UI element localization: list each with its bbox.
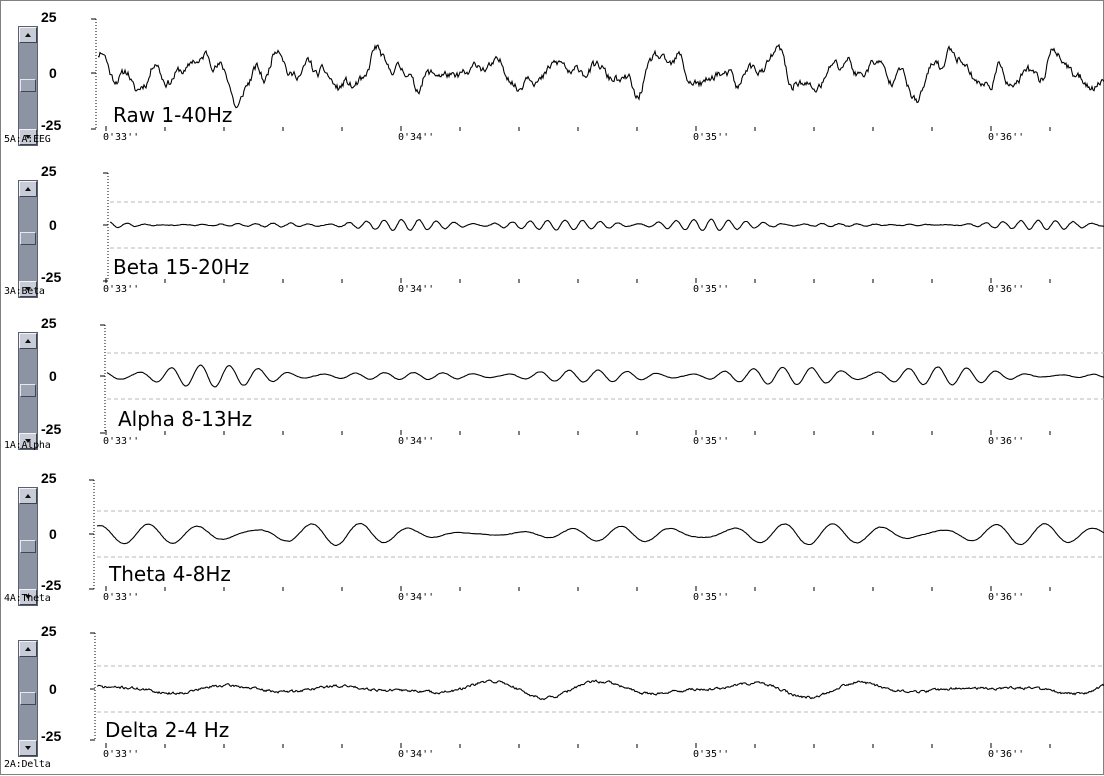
- time-label: 0'35'': [693, 284, 730, 295]
- y-max-label: 25: [41, 470, 57, 486]
- time-label: 0'35'': [693, 592, 730, 603]
- y-zero-label: 0: [49, 681, 57, 697]
- scrollbar-thumb[interactable]: [20, 79, 36, 92]
- time-label: 0'36'': [988, 749, 1025, 760]
- y-min-label: -25: [41, 577, 62, 593]
- channel-name: 2A:Delta: [4, 759, 51, 770]
- time-label: 0'33'': [103, 436, 140, 447]
- trace-plot: [100, 324, 1104, 435]
- channel-panel-raw: 25 0 -25 5A:A:EEG Raw 1-40Hz 0'33'' 0'34'' 0'35…: [1, 1, 1104, 159]
- time-label: 0'33'': [103, 284, 140, 295]
- scroll-down-button[interactable]: [19, 129, 37, 145]
- chevron-up-icon: [25, 647, 31, 651]
- time-label: 0'34'': [398, 284, 435, 295]
- signal-trace: [97, 43, 1104, 109]
- channel-panel-alpha: 25 0 -25 1A:Alpha Alpha 8-13Hz 0'33'' 0'34'' 0'…: [1, 312, 1104, 465]
- scroll-down-button[interactable]: [19, 589, 37, 605]
- time-label: 0'33'': [103, 592, 140, 603]
- scale-scrollbar[interactable]: [18, 26, 38, 146]
- trace-plot: [91, 18, 1104, 131]
- band-label: Alpha 8-13Hz: [118, 407, 253, 431]
- scroll-up-button[interactable]: [19, 641, 37, 657]
- chevron-up-icon: [25, 187, 31, 191]
- signal-trace: [96, 522, 1104, 547]
- scale-scrollbar[interactable]: [18, 487, 38, 606]
- channel-panel-delta: 25 0 -25 2A:Delta Delta 2-4 Hz 0'33'' 0'34'' 0'…: [1, 618, 1104, 776]
- scale-scrollbar[interactable]: [18, 640, 38, 757]
- y-min-label: -25: [41, 269, 62, 285]
- channel-panel-beta: 25 0 -25 3A:Beta Beta 15-20Hz 0'33'' 0'34'' 0'3…: [1, 159, 1104, 312]
- scale-scrollbar[interactable]: [18, 180, 38, 298]
- y-max-label: 25: [41, 9, 57, 25]
- scroll-down-button[interactable]: [19, 740, 37, 756]
- time-label: 0'36'': [988, 592, 1025, 603]
- time-label: 0'36'': [988, 284, 1025, 295]
- time-label: 0'33'': [103, 132, 140, 143]
- y-zero-label: 0: [49, 368, 57, 384]
- chevron-down-icon: [25, 595, 31, 599]
- trace-plot: [103, 172, 1104, 283]
- scroll-up-button[interactable]: [19, 488, 37, 504]
- time-label: 0'35'': [693, 749, 730, 760]
- chevron-down-icon: [25, 746, 31, 750]
- scale-scrollbar[interactable]: [18, 332, 38, 450]
- time-label: 0'34'': [398, 592, 435, 603]
- time-label: 0'36'': [988, 436, 1025, 447]
- y-max-label: 25: [41, 623, 57, 639]
- scroll-up-button[interactable]: [19, 333, 37, 349]
- scrollbar-thumb[interactable]: [20, 384, 36, 397]
- signal-trace: [96, 679, 1104, 701]
- scrollbar-thumb[interactable]: [20, 539, 36, 553]
- time-label: 0'36'': [988, 132, 1025, 143]
- time-label: 0'34'': [398, 436, 435, 447]
- chevron-up-icon: [25, 339, 31, 343]
- band-label: Delta 2-4 Hz: [105, 718, 230, 742]
- time-label: 0'35'': [693, 132, 730, 143]
- y-min-label: -25: [41, 728, 62, 744]
- band-label: Raw 1-40Hz: [113, 103, 233, 127]
- scrollbar-thumb[interactable]: [20, 232, 36, 245]
- chevron-down-icon: [25, 135, 31, 139]
- chevron-down-icon: [25, 287, 31, 291]
- channel-name: 5A:A:EEG: [4, 134, 51, 145]
- band-label: Theta 4-8Hz: [109, 562, 231, 586]
- channel-name: 1A:Alpha: [4, 440, 51, 451]
- channel-name: 4A:Theta: [4, 593, 51, 604]
- time-label: 0'34'': [398, 749, 435, 760]
- chevron-down-icon: [25, 439, 31, 443]
- chevron-up-icon: [25, 494, 31, 498]
- y-zero-label: 0: [49, 65, 57, 81]
- y-max-label: 25: [41, 163, 57, 179]
- trace-plot: [89, 479, 1104, 591]
- chevron-up-icon: [25, 33, 31, 37]
- scroll-down-button[interactable]: [19, 433, 37, 449]
- scroll-up-button[interactable]: [19, 27, 37, 43]
- scroll-up-button[interactable]: [19, 181, 37, 197]
- scroll-down-button[interactable]: [19, 281, 37, 297]
- y-zero-label: 0: [49, 217, 57, 233]
- y-min-label: -25: [41, 117, 62, 133]
- signal-trace: [106, 364, 1104, 388]
- signal-trace: [109, 218, 1104, 231]
- channel-name: 3A:Beta: [4, 286, 45, 297]
- time-label: 0'34'': [398, 132, 435, 143]
- y-min-label: -25: [41, 421, 62, 437]
- channel-panel-theta: 25 0 -25 4A:Theta Theta 4-8Hz 0'33'' 0'34'' 0'3…: [1, 465, 1104, 618]
- time-label: 0'33'': [103, 749, 140, 760]
- y-zero-label: 0: [49, 526, 57, 542]
- y-max-label: 25: [41, 315, 57, 331]
- scrollbar-thumb[interactable]: [20, 691, 36, 705]
- time-label: 0'35'': [693, 436, 730, 447]
- band-label: Beta 15-20Hz: [113, 255, 250, 279]
- trace-plot: [90, 632, 1104, 748]
